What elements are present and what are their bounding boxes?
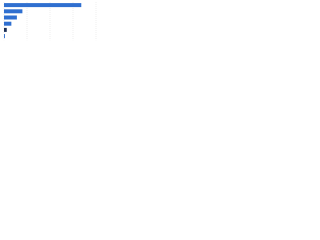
bar (4, 15, 17, 20)
bar (4, 9, 23, 14)
bar (4, 27, 7, 32)
bar (4, 21, 12, 26)
bar (4, 3, 82, 8)
page: {"chart_data": {"type": "bar", "orientat… (0, 0, 100, 71)
chart (3, 2, 97, 41)
bar (4, 34, 5, 39)
